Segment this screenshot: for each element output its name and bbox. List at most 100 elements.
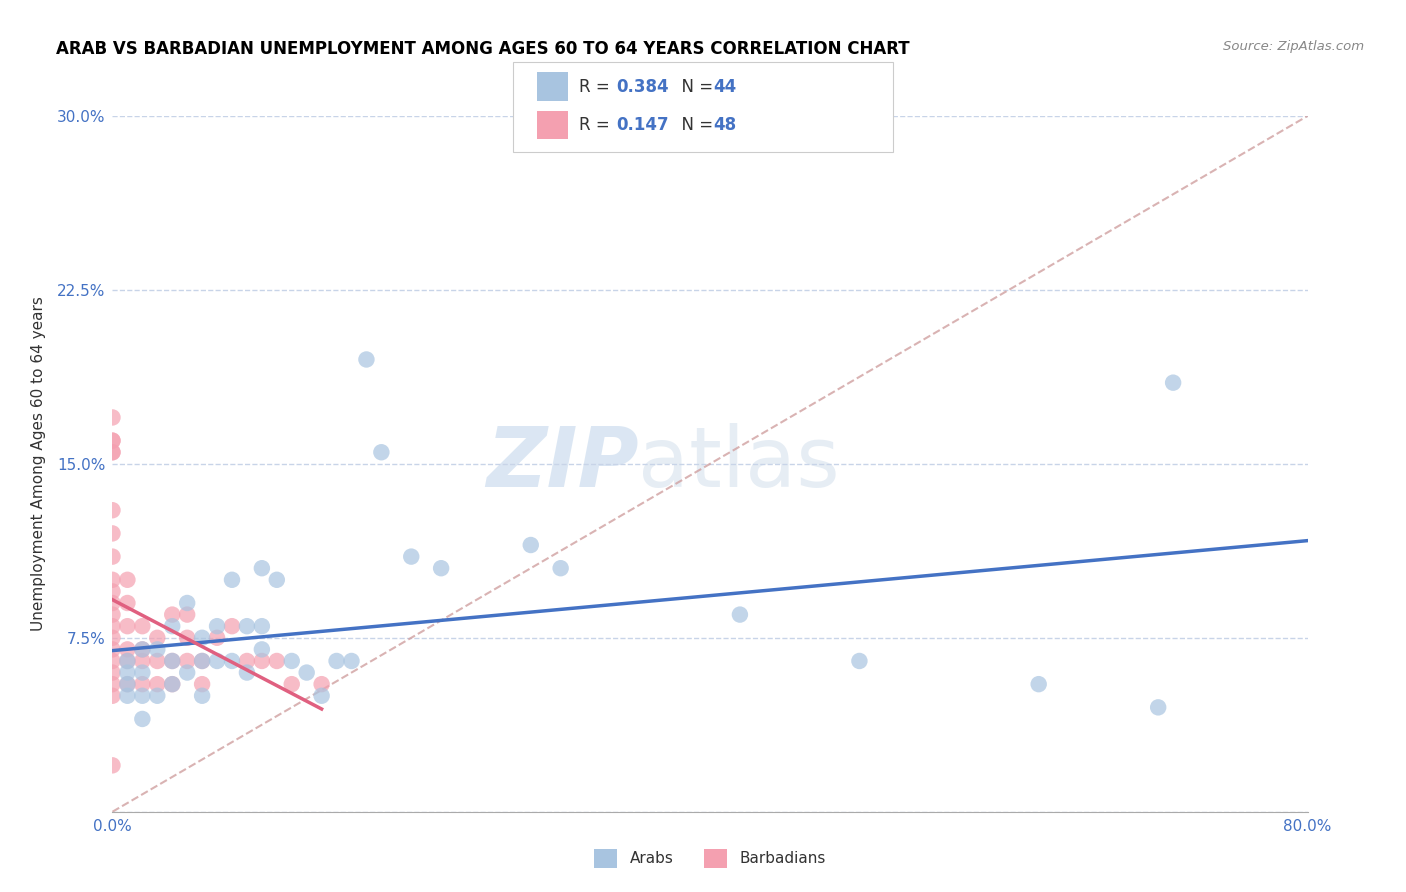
- Point: [131, 642, 153, 657]
- Point: [131, 677, 153, 691]
- Point: [101, 689, 124, 703]
- Point: [117, 642, 139, 657]
- Text: N =: N =: [671, 78, 718, 95]
- Point: [146, 677, 169, 691]
- Point: [191, 654, 214, 668]
- Point: [101, 619, 124, 633]
- Point: [101, 631, 124, 645]
- Point: [370, 445, 392, 459]
- Point: [311, 689, 333, 703]
- Point: [117, 573, 139, 587]
- Point: [325, 654, 347, 668]
- Point: [311, 677, 333, 691]
- Point: [236, 654, 259, 668]
- Point: [117, 619, 139, 633]
- Point: [236, 665, 259, 680]
- Point: [281, 654, 304, 668]
- Point: [101, 503, 124, 517]
- Point: [191, 677, 214, 691]
- Point: [101, 642, 124, 657]
- Point: [131, 712, 153, 726]
- Point: [176, 631, 198, 645]
- Text: ARAB VS BARBADIAN UNEMPLOYMENT AMONG AGES 60 TO 64 YEARS CORRELATION CHART: ARAB VS BARBADIAN UNEMPLOYMENT AMONG AGE…: [56, 40, 910, 58]
- Point: [146, 642, 169, 657]
- Point: [848, 654, 870, 668]
- Point: [250, 654, 273, 668]
- Point: [176, 654, 198, 668]
- Point: [191, 654, 214, 668]
- Point: [205, 631, 228, 645]
- Point: [101, 410, 124, 425]
- Text: ZIP: ZIP: [485, 424, 638, 504]
- Point: [131, 619, 153, 633]
- Point: [176, 596, 198, 610]
- Point: [101, 677, 124, 691]
- Point: [101, 596, 124, 610]
- Text: R =: R =: [579, 116, 620, 134]
- Point: [146, 689, 169, 703]
- Point: [1147, 700, 1170, 714]
- Point: [176, 607, 198, 622]
- Point: [101, 665, 124, 680]
- Point: [101, 758, 124, 772]
- Point: [1028, 677, 1050, 691]
- Text: 0.147: 0.147: [616, 116, 668, 134]
- Point: [1161, 376, 1184, 390]
- Point: [281, 677, 304, 691]
- Point: [131, 654, 153, 668]
- Point: [101, 445, 124, 459]
- Point: [401, 549, 423, 564]
- Legend: Arabs, Barbadians: Arabs, Barbadians: [588, 843, 832, 873]
- Point: [117, 665, 139, 680]
- Point: [221, 654, 243, 668]
- Point: [340, 654, 363, 668]
- Point: [728, 607, 751, 622]
- Y-axis label: Unemployment Among Ages 60 to 64 years: Unemployment Among Ages 60 to 64 years: [31, 296, 46, 632]
- Point: [266, 654, 288, 668]
- Point: [162, 619, 183, 633]
- Point: [146, 654, 169, 668]
- Point: [101, 607, 124, 622]
- Point: [266, 573, 288, 587]
- Text: Source: ZipAtlas.com: Source: ZipAtlas.com: [1223, 40, 1364, 54]
- Point: [101, 573, 124, 587]
- Point: [162, 607, 183, 622]
- Point: [131, 665, 153, 680]
- Point: [117, 596, 139, 610]
- Point: [101, 434, 124, 448]
- Point: [205, 619, 228, 633]
- Text: 44: 44: [713, 78, 737, 95]
- Point: [550, 561, 572, 575]
- Point: [430, 561, 453, 575]
- Text: R =: R =: [579, 78, 616, 95]
- Point: [146, 631, 169, 645]
- Point: [236, 619, 259, 633]
- Point: [191, 689, 214, 703]
- Point: [162, 654, 183, 668]
- Text: 0.384: 0.384: [616, 78, 668, 95]
- Point: [250, 561, 273, 575]
- Point: [162, 677, 183, 691]
- Point: [176, 665, 198, 680]
- Point: [131, 689, 153, 703]
- Point: [101, 549, 124, 564]
- Point: [520, 538, 543, 552]
- Point: [162, 654, 183, 668]
- Point: [117, 654, 139, 668]
- Point: [117, 654, 139, 668]
- Point: [101, 434, 124, 448]
- Point: [356, 352, 378, 367]
- Point: [101, 445, 124, 459]
- Point: [191, 631, 214, 645]
- Point: [221, 619, 243, 633]
- Point: [205, 654, 228, 668]
- Text: 48: 48: [713, 116, 735, 134]
- Text: atlas: atlas: [638, 424, 839, 504]
- Point: [162, 677, 183, 691]
- Point: [101, 526, 124, 541]
- Point: [117, 677, 139, 691]
- Point: [295, 665, 318, 680]
- Point: [101, 654, 124, 668]
- Point: [117, 689, 139, 703]
- Text: N =: N =: [671, 116, 718, 134]
